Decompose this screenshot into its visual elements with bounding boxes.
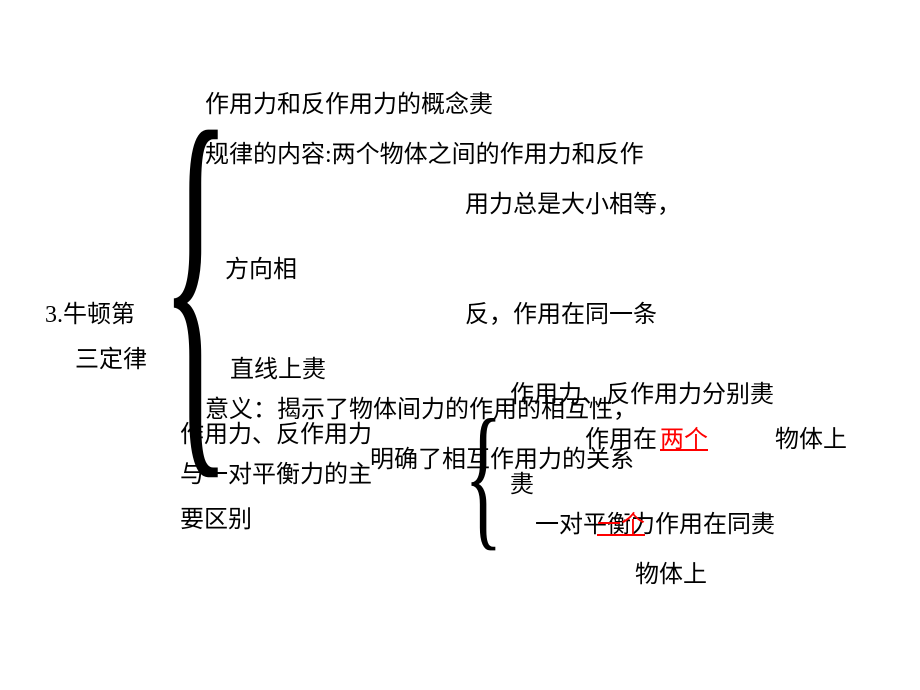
section4-line4a: 一对平衡力作用在同㶳 [535,510,775,541]
section3-line2b: 与一对平衡力的主 [180,460,372,491]
section2-line4: 反，作用在同一条 [465,300,657,331]
section4-line3: 㶳 [510,470,534,501]
section3-line3: 要区别 [180,505,252,536]
section4-line5: 物体上 [635,560,707,591]
section4-line2c: 物体上 [775,425,847,456]
section4-line2a: 作用在 [585,425,657,456]
section2-line1: 规律的内容:两个物体之间的作用力和反作 [205,140,644,171]
section1-line1: 作用力和反作用力的概念㶳 [205,90,493,121]
section2-line5: 直线上㶳 [230,355,326,386]
section2-line2: 用力总是大小相等， [465,190,681,221]
section3-line1b: 作用力、反作用力 [180,420,372,451]
section4-line4b-red: 一个 [597,510,645,541]
brace-small: { [464,395,502,555]
section4-line1: 作用力、反作用力分别㶳 [510,380,774,411]
main-label-line2: 三定律 [75,345,147,376]
main-label-line1: 3.牛顿第 [45,300,135,331]
section2-line3: 方向相 [225,255,297,286]
section4-line2b-red: 两个 [660,425,708,456]
